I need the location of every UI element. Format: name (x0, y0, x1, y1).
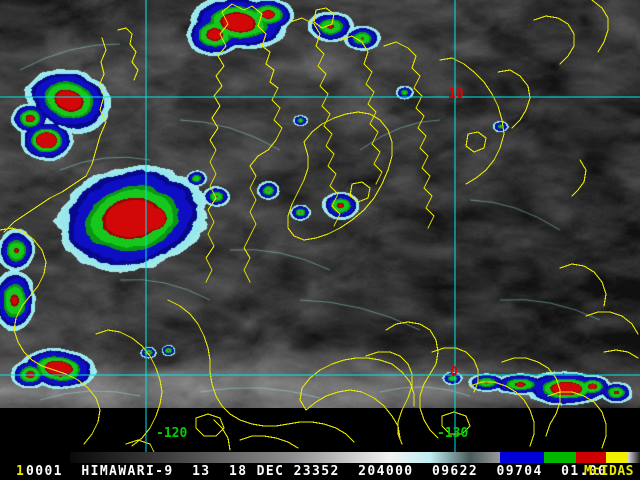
infrared-cloud-imagery[interactable] (0, 0, 640, 408)
colorbar-segment (544, 452, 576, 463)
image-info-text: 0001 HIMAWARI-9 13 18 DEC 23352 204000 0… (26, 464, 608, 479)
latitude-label-0: 0 (450, 365, 458, 380)
colorbar-segment (470, 452, 500, 463)
longitude-label-130w: -130 (437, 426, 469, 441)
image-annotation-footer: 1 0001 HIMAWARI-9 13 18 DEC 23352 204000… (0, 463, 640, 480)
colorbar-segment (0, 452, 70, 463)
colorbar-segment (390, 452, 430, 463)
colorbar-segment (576, 452, 606, 463)
colorbar-segment (606, 452, 628, 463)
longitude-label-120w: -120 (156, 426, 188, 441)
colorbar-segment (500, 452, 544, 463)
colorbar-segment (160, 452, 290, 463)
satellite-image-raster[interactable] (0, 0, 640, 408)
mcidas-brand-label: McIDAS (584, 464, 634, 479)
colorbar-segment (70, 452, 160, 463)
latitude-label-10: 10 (448, 87, 464, 102)
colorbar-segment (628, 452, 640, 463)
colorbar-segment (290, 452, 390, 463)
colorbar-segment (430, 452, 470, 463)
enhancement-color-bar[interactable] (0, 452, 640, 463)
frame-number-label: 1 (16, 464, 26, 479)
